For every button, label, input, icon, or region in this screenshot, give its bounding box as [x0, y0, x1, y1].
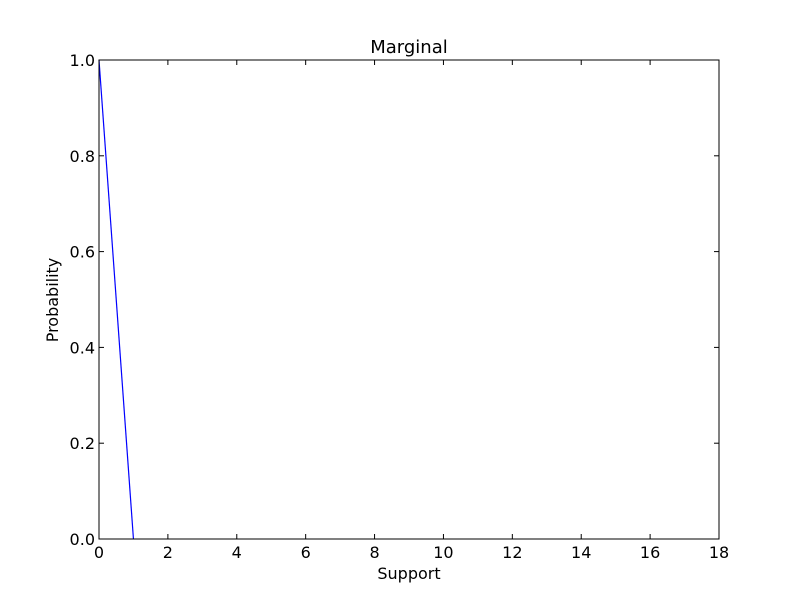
y-tick-label: 1.0: [70, 51, 95, 70]
x-tick-label: 6: [301, 543, 311, 562]
chart-title: Marginal: [370, 37, 448, 58]
x-tick-label: 12: [502, 543, 522, 562]
x-tick-label: 18: [709, 543, 729, 562]
y-tick-label: 0.4: [70, 338, 95, 357]
x-tick-label: 4: [232, 543, 242, 562]
x-tick-label: 2: [163, 543, 173, 562]
axes-frame: [98, 59, 720, 540]
x-tick-label: 0: [94, 543, 104, 562]
y-axis-label: Probability: [43, 258, 62, 343]
x-tick-label: 14: [571, 543, 591, 562]
y-tick-label: 0.6: [70, 243, 95, 262]
y-tick-label: 0.0: [70, 530, 95, 549]
y-tick-label: 0.8: [70, 147, 95, 166]
y-tick-label: 0.2: [70, 434, 95, 453]
x-tick-label: 16: [640, 543, 660, 562]
series-line-0: [98, 59, 135, 540]
x-tick-label: 8: [369, 543, 379, 562]
x-tick-label: 10: [433, 543, 453, 562]
x-axis-label: Support: [377, 564, 440, 583]
plot-area: 0 2 4 6 8 10 12 14 16 18 0.0 0.2 0.4 0.6 0.8 1.0: [70, 51, 730, 562]
